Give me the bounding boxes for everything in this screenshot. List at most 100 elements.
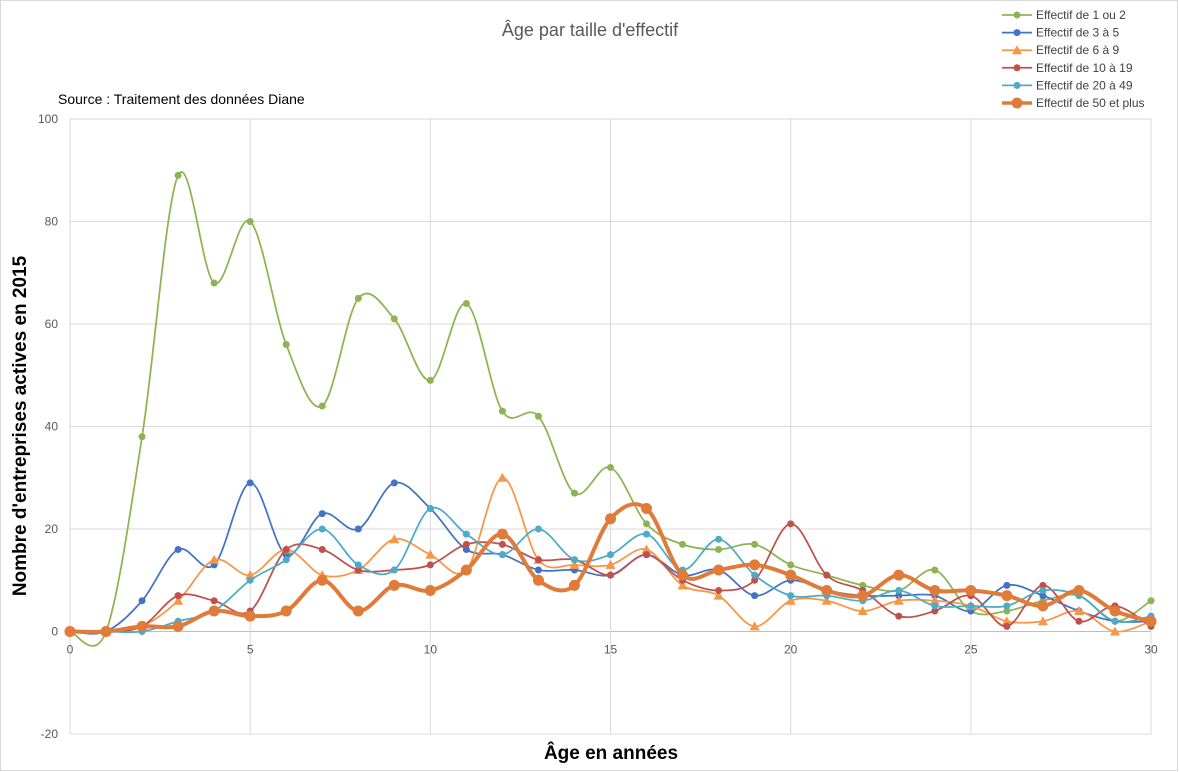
data-point (821, 595, 832, 605)
x-tick-label: 30 (1144, 643, 1158, 657)
data-point (931, 602, 939, 610)
legend-swatch-marker (1013, 64, 1021, 72)
legend-swatch-marker (1011, 97, 1023, 109)
data-point (390, 479, 398, 487)
legend-item: Effectif de 50 et plus (1002, 96, 1145, 110)
data-point (929, 585, 941, 596)
y-tick-label: 100 (38, 112, 58, 126)
data-point (208, 605, 220, 617)
data-point (352, 605, 364, 617)
data-point (354, 294, 362, 302)
data-point (1037, 616, 1048, 626)
data-point (1145, 615, 1157, 627)
y-axis-label: Nombre d'entreprises actives en 2015 (10, 255, 31, 596)
data-point (677, 580, 688, 590)
data-point (605, 513, 616, 525)
data-point (715, 546, 723, 553)
data-point (172, 620, 184, 632)
data-point (390, 566, 398, 574)
x-tick-label: 5 (247, 643, 254, 657)
data-point (389, 534, 400, 544)
data-point (174, 171, 182, 179)
x-tick-label: 25 (964, 643, 978, 657)
legend-item: Effectif de 1 ou 2 (1002, 8, 1126, 22)
data-point (282, 546, 290, 553)
data-point (174, 546, 182, 553)
legend-label: Effectif de 10 à 19 (1036, 61, 1133, 75)
data-point (534, 412, 542, 420)
data-point (496, 528, 508, 540)
data-point (569, 559, 580, 569)
data-point (210, 597, 218, 605)
data-point (893, 595, 904, 605)
data-point (643, 530, 651, 538)
legend-label: Effectif de 3 à 5 (1036, 26, 1119, 40)
data-point (462, 540, 470, 548)
data-point (1073, 585, 1085, 596)
data-point (713, 590, 724, 600)
data-point (534, 556, 542, 564)
data-point (643, 551, 651, 559)
data-point (1147, 597, 1155, 605)
data-point (1109, 605, 1121, 617)
data-point (1111, 617, 1119, 625)
data-point (498, 407, 506, 415)
data-point (246, 218, 254, 225)
data-point (965, 585, 977, 596)
data-point (931, 607, 939, 615)
series-6 (64, 502, 1157, 637)
data-point (246, 576, 254, 584)
legend-item: Effectif de 20 à 49 (1002, 78, 1133, 92)
data-point (462, 546, 470, 553)
data-point (785, 569, 797, 581)
data-point (1039, 581, 1047, 589)
legend-swatch-marker (1013, 81, 1021, 89)
data-point (497, 472, 508, 482)
data-point (1003, 607, 1011, 615)
data-point (424, 585, 436, 596)
x-tick-label: 0 (67, 643, 74, 657)
data-point (388, 579, 400, 591)
data-point (787, 520, 795, 528)
data-point (607, 464, 614, 471)
data-point (787, 561, 795, 569)
data-point (498, 540, 506, 548)
data-point (460, 564, 472, 576)
data-point (136, 620, 148, 632)
y-tick-label: 20 (45, 522, 59, 536)
data-point (1003, 581, 1011, 589)
data-point (138, 433, 146, 441)
y-tick-label: 40 (45, 420, 59, 434)
data-point (1001, 616, 1012, 626)
data-point (174, 592, 182, 600)
legend-label: Effectif de 1 ou 2 (1036, 8, 1126, 22)
legend: Effectif de 1 ou 2 Effectif de 3 à 5 Effec… (1002, 8, 1145, 110)
data-point (64, 626, 76, 637)
legend-label: Effectif de 50 et plus (1036, 96, 1145, 110)
data-point (318, 525, 326, 533)
data-point (715, 587, 723, 594)
legend-swatch-marker (1012, 45, 1022, 55)
data-point (246, 479, 254, 487)
data-point (568, 579, 580, 591)
data-point (1039, 592, 1047, 600)
data-point (173, 595, 184, 605)
y-tick-label: -20 (41, 727, 59, 741)
data-point (1003, 622, 1011, 630)
data-point (857, 590, 869, 602)
data-point (1039, 587, 1047, 594)
data-point (895, 592, 903, 600)
data-point (641, 544, 652, 554)
data-point (390, 315, 398, 323)
data-point (751, 592, 759, 600)
data-point (823, 571, 831, 579)
data-point (282, 556, 290, 564)
x-tick-label: 15 (604, 643, 618, 657)
data-point (751, 576, 759, 584)
data-point (534, 525, 542, 533)
data-point (354, 566, 362, 574)
data-point (749, 621, 760, 631)
